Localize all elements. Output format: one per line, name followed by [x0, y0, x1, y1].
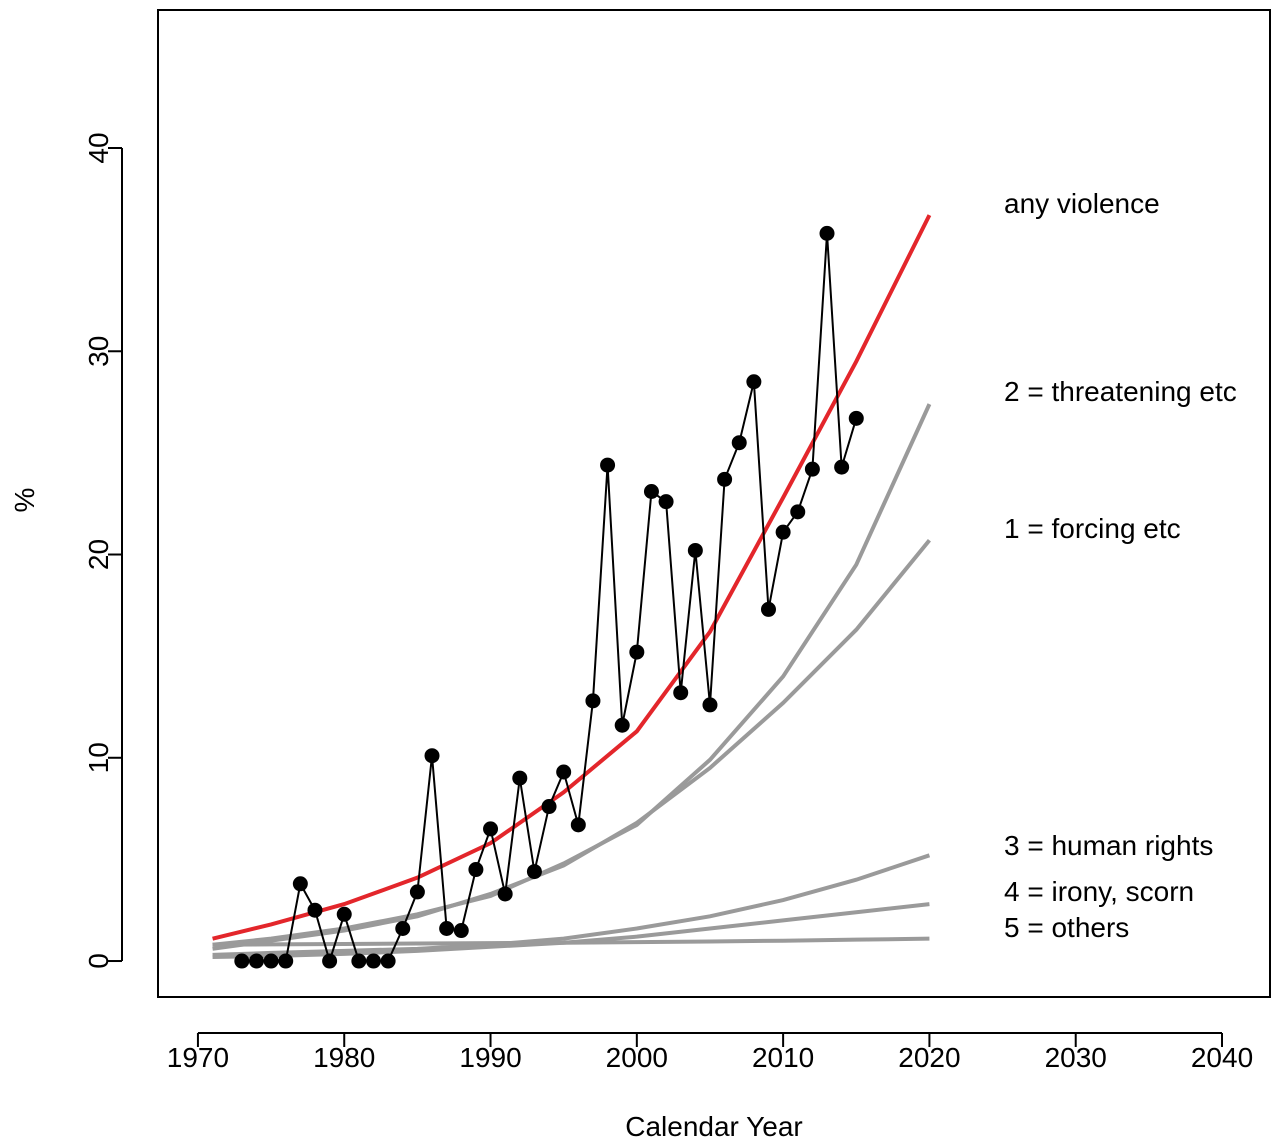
observed-point: [278, 953, 294, 969]
observed-point: [702, 697, 718, 713]
curve-label: 1 = forcing etc: [1004, 513, 1181, 544]
observed-point: [322, 953, 338, 969]
x-tick-label: 1980: [313, 1042, 375, 1073]
observed-point: [556, 764, 572, 780]
observed-point: [526, 864, 542, 880]
y-tick-label: 0: [83, 953, 114, 969]
x-tick-label: 2040: [1191, 1042, 1253, 1073]
observed-point: [483, 821, 499, 837]
x-tick-label: 1970: [167, 1042, 229, 1073]
plot-frame: [157, 9, 1271, 998]
x-tick-label: 2000: [606, 1042, 668, 1073]
observed-point: [365, 953, 381, 969]
observed-point: [717, 471, 733, 487]
x-tick-label: 2030: [1045, 1042, 1107, 1073]
observed-point: [658, 494, 674, 510]
observed-point: [336, 906, 352, 922]
x-axis-label: Calendar Year: [625, 1111, 802, 1142]
observed-point: [614, 717, 630, 733]
x-tick-label: 2020: [898, 1042, 960, 1073]
x-tick-label: 1990: [459, 1042, 521, 1073]
y-tick-label: 30: [83, 336, 114, 367]
observed-point: [775, 524, 791, 540]
trend-curve: [212, 853, 931, 957]
observed-point: [263, 953, 279, 969]
observed-point: [248, 953, 264, 969]
x-tick-label: 2010: [752, 1042, 814, 1073]
observed-point: [307, 902, 323, 918]
observed-point: [673, 685, 689, 701]
observed-point: [395, 921, 411, 937]
observed-point: [629, 644, 645, 660]
observed-line: [241, 233, 858, 965]
observed-point: [804, 461, 820, 477]
observed-point: [234, 953, 250, 969]
observed-point: [468, 862, 484, 878]
observed-point: [380, 953, 396, 969]
observed-point: [439, 921, 455, 937]
observed-point: [292, 876, 308, 892]
observed-point: [746, 374, 762, 390]
curve-label: 3 = human rights: [1004, 830, 1213, 861]
observed-point: [453, 923, 469, 939]
curve-label: 5 = others: [1004, 912, 1129, 943]
y-tick-label: 20: [83, 539, 114, 570]
observed-point: [541, 799, 557, 815]
observed-point: [848, 410, 864, 426]
observed-point: [570, 817, 586, 833]
trend-curve: [212, 539, 931, 951]
observed-point: [351, 953, 367, 969]
observed-point: [600, 457, 616, 473]
y-tick-label: 10: [83, 742, 114, 773]
observed-point: [424, 748, 440, 764]
curve-label: 2 = threatening etc: [1004, 376, 1237, 407]
observed-point: [819, 225, 835, 241]
trend-curve: [212, 936, 930, 947]
y-axis-label: %: [9, 488, 40, 513]
observed-point: [497, 886, 513, 902]
y-tick-label: 40: [83, 132, 114, 163]
observed-point: [585, 693, 601, 709]
trend-curve: [212, 403, 932, 947]
observed-point: [790, 504, 806, 520]
observed-point: [687, 542, 703, 558]
observed-point: [512, 770, 528, 786]
observed-point: [731, 435, 747, 451]
curve-label: any violence: [1004, 188, 1160, 219]
curve-label: 4 = irony, scorn: [1004, 876, 1194, 907]
observed-point: [760, 601, 776, 617]
observed-point: [643, 484, 659, 500]
observed-point: [409, 884, 425, 900]
observed-point: [834, 459, 850, 475]
